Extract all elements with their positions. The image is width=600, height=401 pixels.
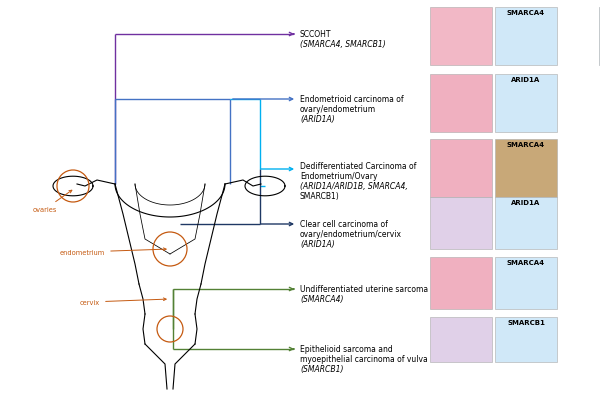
Text: ARID1A: ARID1A [511,77,541,83]
Bar [495,317,557,362]
Text: (SMARCA4): (SMARCA4) [300,294,343,303]
Text: ARID1A: ARID1A [511,200,541,205]
Bar [430,75,492,133]
Bar [599,8,600,66]
Text: SMARCB1): SMARCB1) [300,192,340,200]
Text: SCCOHT: SCCOHT [300,30,331,39]
Text: Clear cell carcinoma of: Clear cell carcinoma of [300,219,388,229]
Text: SMARCA4: SMARCA4 [507,142,545,148]
Text: ovary/endometrium: ovary/endometrium [300,105,376,114]
Text: myoepithelial carcinoma of vulva: myoepithelial carcinoma of vulva [300,354,428,363]
Text: (SMARCB1): (SMARCB1) [300,364,343,373]
Text: (ARID1A): (ARID1A) [300,115,335,124]
Bar [430,8,492,66]
Text: Dedifferentiated Carcinoma of: Dedifferentiated Carcinoma of [300,162,416,170]
Bar [495,8,557,66]
Bar [430,198,492,249]
Text: cervix: cervix [80,298,166,305]
Bar [430,140,492,198]
Text: (ARID1A/ARID1B, SMARCA4,: (ARID1A/ARID1B, SMARCA4, [300,182,408,190]
Text: SMARCA4: SMARCA4 [507,10,545,16]
Text: (ARID1A): (ARID1A) [300,239,335,248]
Bar [495,75,557,133]
Text: ovaries: ovaries [33,191,72,213]
Text: Endometrium/Ovary: Endometrium/Ovary [300,172,377,180]
Bar [430,257,492,309]
Text: Endometrioid carcinoma of: Endometrioid carcinoma of [300,95,404,104]
Text: SMARCA4: SMARCA4 [507,259,545,265]
Text: Undifferentiated uterine sarcoma: Undifferentiated uterine sarcoma [300,284,428,293]
Text: Epithelioid sarcoma and: Epithelioid sarcoma and [300,344,393,353]
Text: endometrium: endometrium [60,248,166,255]
Bar [430,317,492,362]
Bar [495,140,557,198]
Bar [495,257,557,309]
Bar [495,198,557,249]
Text: (SMARCA4, SMARCB1): (SMARCA4, SMARCB1) [300,40,386,49]
Text: SMARCB1: SMARCB1 [507,319,545,325]
Text: ovary/endometrium/cervix: ovary/endometrium/cervix [300,229,402,239]
